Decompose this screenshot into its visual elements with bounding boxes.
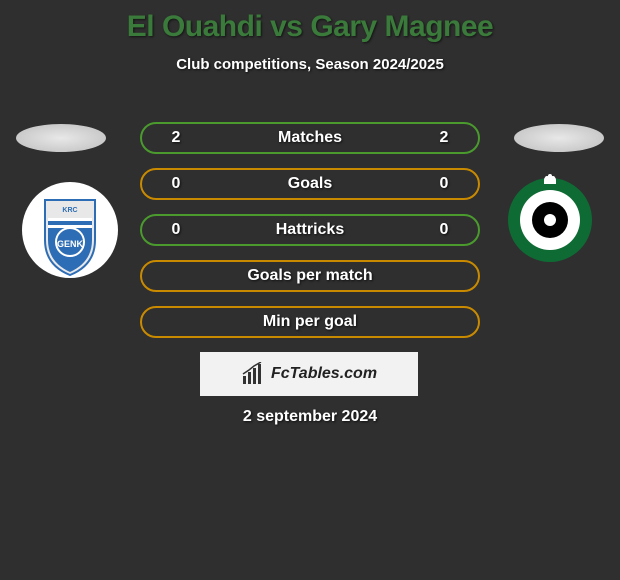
- stat-row-goals-per-match: Goals per match: [140, 260, 480, 292]
- page-title: El Ouahdi vs Gary Magnee: [0, 0, 620, 44]
- stat-right-value: 2: [424, 129, 464, 147]
- stat-row-min-per-goal: Min per goal: [140, 306, 480, 338]
- stat-label: Matches: [196, 129, 424, 147]
- stat-left-value: 0: [156, 175, 196, 193]
- stat-right-value: 0: [424, 175, 464, 193]
- player-silhouette-left: [16, 124, 106, 152]
- svg-text:GENK: GENK: [57, 239, 84, 249]
- stat-row-hattricks: 0 Hattricks 0: [140, 214, 480, 246]
- stats-container: 2 Matches 2 0 Goals 0 0 Hattricks 0 Goal…: [140, 122, 480, 352]
- watermark-text: FcTables.com: [271, 365, 377, 383]
- stat-label: Goals per match: [196, 267, 424, 285]
- stat-left-value: 2: [156, 129, 196, 147]
- date-label: 2 september 2024: [0, 408, 620, 426]
- svg-text:KRC: KRC: [62, 207, 77, 214]
- stat-right-value: 0: [424, 221, 464, 239]
- watermark: FcTables.com: [200, 352, 418, 396]
- player-silhouette-right: [514, 124, 604, 152]
- stat-label: Min per goal: [196, 313, 424, 331]
- stat-label: Goals: [196, 175, 424, 193]
- stat-label: Hattricks: [196, 221, 424, 239]
- stat-row-goals: 0 Goals 0: [140, 168, 480, 200]
- page-subtitle: Club competitions, Season 2024/2025: [0, 56, 620, 73]
- club-logo-right: [500, 170, 600, 270]
- stat-row-matches: 2 Matches 2: [140, 122, 480, 154]
- club-logo-left: GENK KRC: [20, 180, 120, 280]
- chart-icon: [241, 362, 265, 386]
- stat-left-value: 0: [156, 221, 196, 239]
